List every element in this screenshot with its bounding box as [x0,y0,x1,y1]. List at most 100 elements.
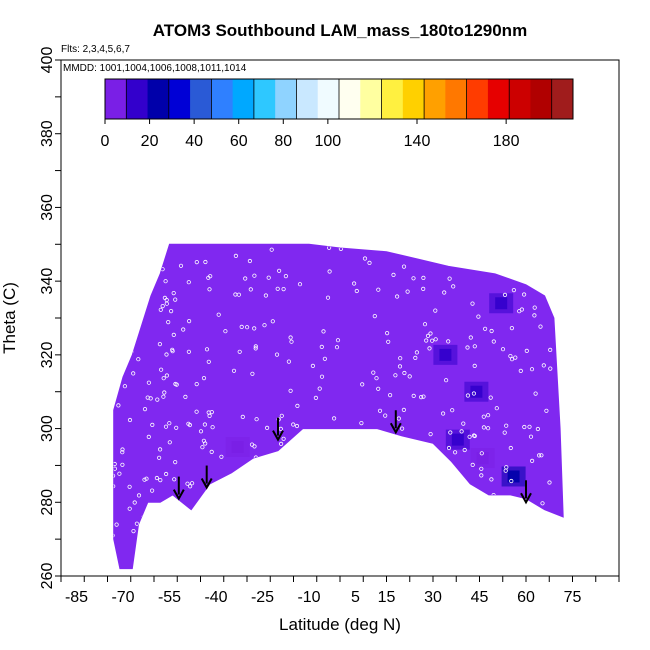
sample-point [442,290,447,295]
sample-point [202,422,207,427]
arrow-marker [172,476,185,501]
sample-point [247,258,252,264]
sample-point [414,460,419,465]
colorbar-segment [317,79,340,119]
sample-point [146,434,151,439]
sample-point [472,363,477,368]
sample-point [269,247,274,252]
sample-point [433,308,438,313]
sample-point [275,286,280,291]
sample-point [517,309,522,314]
sample-point [447,276,452,281]
sample-point [186,280,191,285]
sample-point [485,513,490,519]
sample-point [497,560,502,566]
sample-point [479,451,484,456]
sample-point [199,526,205,531]
sample-point [142,406,148,412]
sample-point [181,327,186,332]
sample-point [157,455,162,460]
sample-point [122,384,128,389]
sample-point [496,500,501,505]
sample-point [162,390,167,395]
sample-point [489,477,494,482]
sample-point [226,550,231,555]
sample-point [428,431,433,437]
sample-point [422,322,428,327]
sample-point [190,481,195,486]
sample-point [142,477,147,482]
sample-point [132,500,137,505]
x-tick-label: -85 [65,589,88,606]
sample-point [281,286,286,292]
sample-point [427,346,432,351]
sample-point [150,507,155,512]
sample-point [156,565,161,569]
sample-point [186,520,191,525]
sample-point [377,408,383,413]
sample-point [374,562,380,567]
sample-point [147,290,152,295]
sample-point [250,371,255,376]
colorbar-segment [168,79,191,119]
sample-point [169,308,174,314]
sample-point [243,276,248,281]
sample-point [252,273,257,278]
sample-point [446,339,451,344]
sample-point [201,375,207,381]
sample-point [131,528,136,534]
sample-point [515,539,521,545]
sample-point [301,541,306,546]
sample-point [319,374,325,379]
sample-point [332,546,337,551]
sample-point [479,466,484,471]
arrow-head [389,422,402,435]
sample-point [467,434,472,439]
y-tick-label: 360 [39,194,56,221]
sample-point [435,553,440,558]
x-axis-label: Latitude (deg N) [279,615,401,634]
sample-point [163,526,168,531]
sample-point [130,246,135,251]
y-tick-label: 400 [39,47,56,74]
sample-point [281,436,286,441]
colorbar-tick-label: 60 [230,133,248,150]
sample-point [143,266,148,272]
sample-point [479,473,484,478]
sample-point [428,331,433,336]
sample-point [136,493,142,498]
sample-point [124,329,130,335]
sample-point [536,554,541,560]
sample-point [122,255,127,260]
sample-point [489,328,494,334]
sample-point [285,535,290,540]
sample-point [248,287,253,292]
sample-point [113,565,118,569]
sample-point [276,268,282,273]
sample-point [424,338,429,343]
sample-point [113,397,115,402]
colorbar-tick-label: 80 [274,133,292,150]
sample-point [158,554,163,560]
sample-point [226,561,231,566]
sample-point [114,522,119,527]
sample-point [335,338,341,343]
sample-point [117,374,122,379]
sample-point [428,493,434,498]
sample-point [535,275,540,280]
arrow-head [520,492,532,505]
x-tick-label: -40 [204,589,227,606]
sample-point [127,484,132,489]
sample-point [329,449,334,455]
sample-point [425,560,430,566]
sample-point [113,399,115,404]
sample-point [289,339,294,344]
colorbar-segment [445,79,468,119]
sample-point [173,297,178,302]
sample-point [471,391,476,396]
sample-point [145,395,150,400]
sample-point [120,450,125,455]
sample-point [254,531,260,536]
sample-point [468,335,473,340]
sample-point [245,325,250,330]
